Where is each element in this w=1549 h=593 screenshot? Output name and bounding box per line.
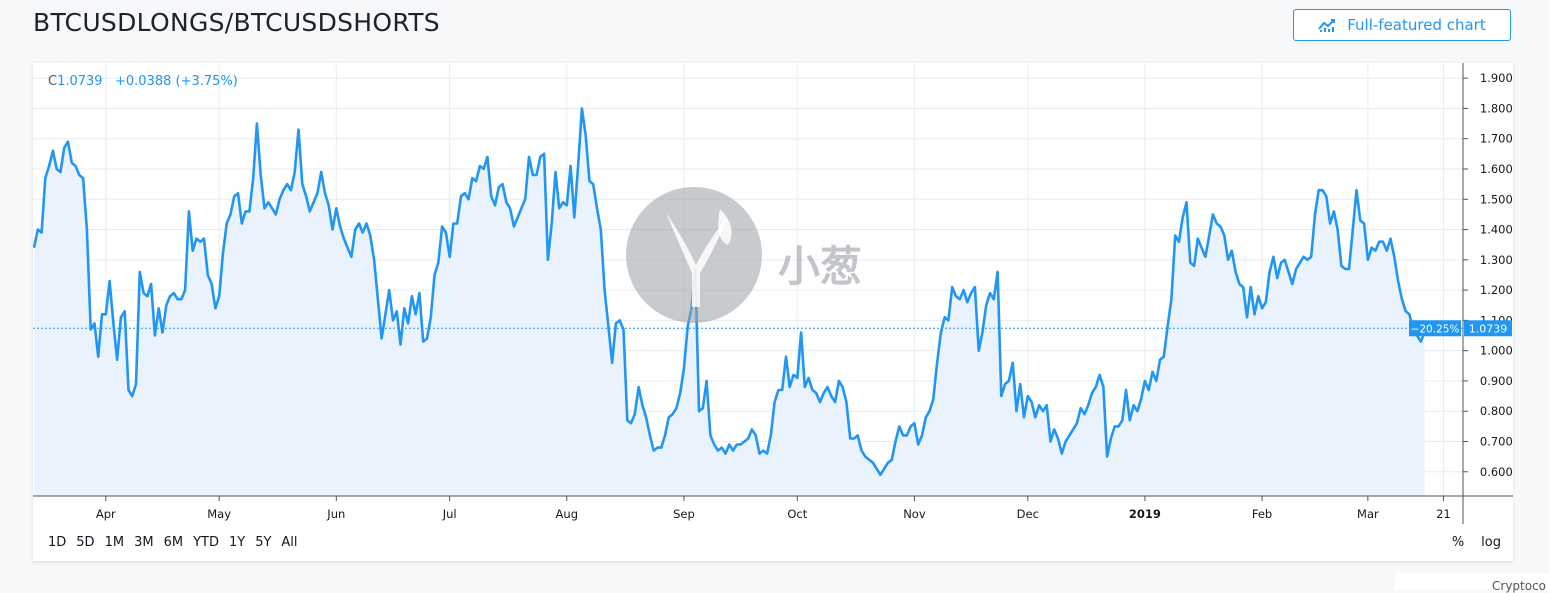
range-1d-button[interactable]: 1D xyxy=(48,535,67,550)
series-area-fill xyxy=(34,108,1425,497)
range-1m-button[interactable]: 1M xyxy=(104,535,125,550)
close-value: 1.0739 xyxy=(57,74,103,89)
x-tick-label: Nov xyxy=(903,507,926,521)
x-tick-label: Jun xyxy=(326,507,345,521)
chart-card: 0.60000.70000.80000.90001.00001.10001.20… xyxy=(33,63,1513,561)
range-6m-button[interactable]: 6M xyxy=(163,535,184,550)
last-change-label: −20.25% xyxy=(1411,323,1460,335)
y-tick-label: 1.4000 xyxy=(1480,223,1513,237)
y-tick-label: 1.0000 xyxy=(1480,344,1513,358)
range-3m-button[interactable]: 3M xyxy=(134,535,154,550)
x-tick-label: Mar xyxy=(1357,507,1379,521)
log-scale-toggle[interactable]: log xyxy=(1481,535,1501,550)
scale-options: % log xyxy=(1452,535,1501,550)
series-line xyxy=(33,107,1426,477)
range-ytd-button[interactable]: YTD xyxy=(193,535,219,550)
x-tick-label: 21 xyxy=(1436,507,1451,521)
y-tick-label: 1.9000 xyxy=(1480,71,1513,85)
close-prefix: C xyxy=(48,74,58,89)
y-tick-label: 1.3000 xyxy=(1480,253,1513,267)
range-5y-button[interactable]: 5Y xyxy=(255,535,272,550)
watermark: 小葱 xyxy=(622,183,912,337)
y-tick-label: 0.9000 xyxy=(1480,374,1513,388)
last-change-badge xyxy=(1409,320,1461,337)
x-tick-label: 2019 xyxy=(1129,507,1161,521)
ohlc-legend: C1.0739 +0.0388 (+3.75%) xyxy=(48,74,238,89)
x-tick-label: Dec xyxy=(1017,507,1039,521)
x-tick-label: Oct xyxy=(787,507,807,521)
range-all-button[interactable]: All xyxy=(281,535,298,550)
x-tick-label: Feb xyxy=(1252,507,1272,521)
x-tick-label: Sep xyxy=(673,507,695,521)
y-tick-label: 1.5000 xyxy=(1480,192,1513,206)
chart-title: BTCUSDLONGS/BTCUSDSHORTS xyxy=(33,8,440,37)
range-selector: 1D 5D 1M 3M 6M YTD 1Y 5Y All xyxy=(48,535,298,550)
footer-corner-text: Cryptoco xyxy=(1492,579,1547,593)
y-tick-label: 1.2000 xyxy=(1480,283,1513,297)
change-percent: (+3.75%) xyxy=(175,74,238,89)
x-tick-label: May xyxy=(207,507,231,521)
x-tick-label: Apr xyxy=(96,507,116,521)
percent-scale-toggle[interactable]: % xyxy=(1451,535,1465,550)
xiaocong-logo-icon xyxy=(626,187,762,323)
range-5d-button[interactable]: 5D xyxy=(76,535,95,550)
chart-line-icon xyxy=(1318,19,1336,32)
watermark-text: 小葱 xyxy=(778,242,862,291)
footer-strip xyxy=(1395,573,1549,590)
last-value-badge xyxy=(1464,320,1512,337)
full-featured-chart-button[interactable]: Full-featured chart xyxy=(1293,9,1511,41)
change-value: +0.0388 xyxy=(114,74,172,89)
x-tick-label: Jul xyxy=(442,507,457,521)
full-featured-chart-label: Full-featured chart xyxy=(1347,16,1486,34)
range-1y-button[interactable]: 1Y xyxy=(228,535,246,550)
last-value-label: 1.0739 xyxy=(1469,322,1508,335)
x-tick-label: Aug xyxy=(556,507,578,521)
